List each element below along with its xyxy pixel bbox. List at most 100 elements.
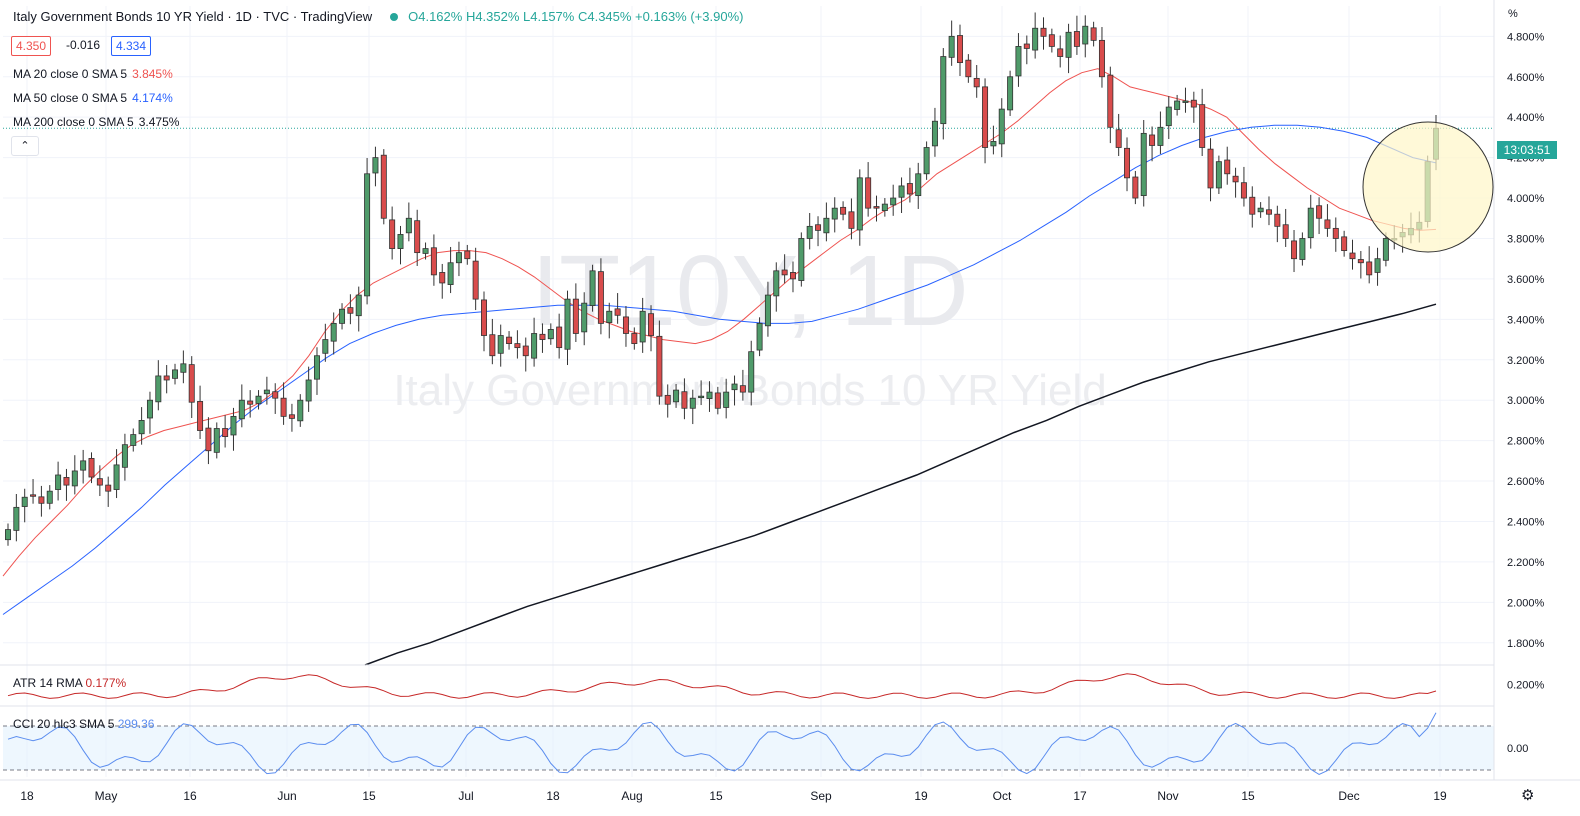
candle-body [1257, 207, 1264, 213]
legend-cci[interactable]: CCI 20 hlc3 SMA 5 299.36 [13, 717, 154, 731]
highlight-circle [1362, 121, 1494, 253]
y-tick-label: 3.200% [1507, 355, 1545, 367]
ma20-label: MA 20 close 0 SMA 5 [13, 67, 128, 81]
y-tick-label: 4.800% [1507, 31, 1545, 43]
candle-body [848, 211, 855, 229]
atr-axis-label: 0.200% [1507, 680, 1545, 692]
candle-body [172, 369, 179, 379]
candle-body [230, 415, 237, 436]
legend-atr[interactable]: ATR 14 RMA 0.177% [13, 676, 126, 690]
legend-ma50[interactable]: MA 50 close 0 SMA 5 4.174% [13, 91, 173, 105]
candle-body [55, 474, 62, 490]
x-tick-label: May [95, 789, 118, 803]
candle-body [622, 316, 629, 334]
candle-body [881, 203, 888, 211]
candle-body [96, 478, 103, 486]
cci-band [3, 726, 1494, 770]
candle-body [731, 383, 738, 391]
candle-body [1182, 100, 1189, 103]
candle-body [1215, 161, 1222, 189]
candle-body [581, 302, 588, 333]
candle-body [63, 477, 70, 486]
candle-body [1282, 224, 1289, 239]
cci-line [7, 712, 1437, 775]
candle-body [364, 173, 371, 297]
candle-body [238, 399, 245, 420]
candle-body [773, 270, 780, 297]
candle-body [88, 458, 95, 478]
symbol-title[interactable]: Italy Government Bonds 10 YR Yield · 1D … [13, 9, 373, 24]
candle-body [789, 272, 796, 280]
candle-body [965, 59, 972, 78]
candle-body [138, 420, 145, 435]
candle-body [840, 206, 847, 215]
candle-body [1048, 34, 1055, 47]
candle-body [447, 262, 454, 285]
atr-value: 0.177% [85, 676, 127, 690]
candle-body [405, 217, 412, 234]
candle-body [681, 391, 688, 409]
candle-body [823, 217, 830, 234]
candle-body [1274, 213, 1281, 227]
candle-body [1073, 31, 1080, 47]
candle-body [222, 428, 229, 437]
candle-body [764, 294, 771, 327]
candle-body [163, 375, 170, 381]
candle-body [723, 391, 730, 408]
collapse-legend-button[interactable]: ⌃ [11, 136, 39, 156]
y-tick-label: 3.000% [1507, 395, 1545, 407]
candle-body [1107, 74, 1114, 128]
candle-body [597, 271, 604, 324]
bar-countdown: 13:03:51 [1497, 141, 1557, 159]
candle-body [865, 177, 872, 209]
candle-body [1224, 159, 1231, 175]
candle-body [30, 494, 37, 497]
bid-price[interactable]: 4.350 [11, 36, 52, 56]
candle-body [1349, 252, 1356, 260]
candle-body [355, 294, 362, 317]
candle-body [639, 310, 646, 343]
candle-body [1098, 39, 1105, 78]
candle-body [1316, 205, 1323, 219]
candle-body [489, 334, 496, 357]
candle-body [1324, 219, 1331, 229]
candle-body [1240, 182, 1247, 199]
candle-body [631, 333, 638, 344]
candle-body [455, 252, 462, 264]
chart-header: Italy Government Bonds 10 YR Yield · 1D … [13, 9, 743, 24]
x-tick-label: Sep [810, 789, 832, 803]
x-tick-label: 15 [709, 789, 723, 803]
y-tick-label: 2.800% [1507, 436, 1545, 448]
y-tick-label: 2.600% [1507, 476, 1545, 488]
legend-ma200[interactable]: MA 200 close 0 SMA 5 3.475% [13, 115, 179, 129]
candle-body [247, 400, 254, 405]
candle-body [1149, 134, 1156, 146]
candle-body [948, 35, 955, 58]
candle-body [205, 427, 212, 452]
candle-body [664, 394, 671, 405]
cci-label: CCI 20 hlc3 SMA 5 [13, 717, 115, 731]
candle-body [347, 307, 354, 314]
y-tick-label: 4.000% [1507, 193, 1545, 205]
candle-body [121, 444, 128, 468]
atr-line [7, 673, 1437, 699]
x-tick-label: 15 [1241, 789, 1255, 803]
candle-body [1357, 259, 1364, 264]
candle-body [547, 329, 554, 340]
candle-body [1007, 76, 1014, 111]
gear-icon[interactable]: ⚙ [1521, 787, 1535, 804]
candle-body [38, 496, 45, 504]
legend-ma20[interactable]: MA 20 close 0 SMA 5 3.845% [13, 67, 173, 81]
candle-body [422, 248, 429, 254]
ask-price[interactable]: 4.334 [111, 36, 152, 56]
candle-body [973, 77, 980, 88]
candle-body [890, 197, 897, 206]
y-tick-label: 2.200% [1507, 557, 1545, 569]
candle-body [1023, 43, 1030, 49]
candle-body [180, 363, 187, 373]
candle-body [1065, 31, 1072, 58]
candle-body [1332, 227, 1339, 239]
candle-body [564, 298, 571, 350]
candle-body [1140, 132, 1147, 197]
candle-body [197, 401, 204, 431]
